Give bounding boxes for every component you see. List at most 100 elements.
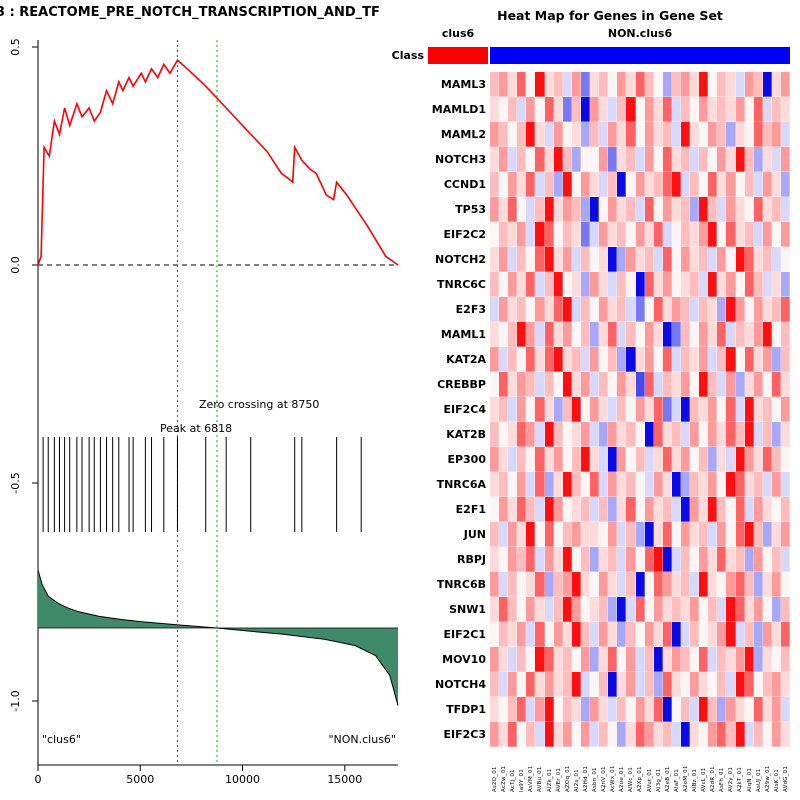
heatmap-cell: [580, 672, 591, 697]
y-tick-label: -0.5: [9, 472, 22, 493]
heatmap-cell: [771, 347, 781, 372]
heatmap-cell: [590, 597, 600, 622]
heatmap-cell: [608, 597, 618, 622]
heatmap-cell: [562, 447, 572, 472]
heatmap-cell: [499, 372, 509, 397]
heatmap-cell: [599, 497, 609, 522]
x-tick-label: 10000: [225, 773, 260, 786]
heatmap-cell: [717, 297, 727, 322]
heatmap-cell: [517, 447, 527, 472]
heatmap-cell: [644, 522, 654, 547]
heatmap-cell: [508, 497, 518, 522]
heatmap-cell: [590, 322, 600, 347]
heatmap-cell: [535, 672, 545, 697]
heatmap-cell: [635, 447, 645, 472]
heatmap-cell: [608, 447, 618, 472]
heatmap-row: [490, 347, 791, 372]
y-tick-label: 0.0: [9, 256, 22, 274]
heatmap-cell: [771, 622, 781, 647]
heatmap-cell: [580, 322, 591, 347]
heatmap-cell: [617, 597, 627, 622]
gene-label: MAML1: [440, 328, 486, 341]
heatmap-cell: [590, 722, 600, 747]
heatmap-cell: [771, 372, 781, 397]
heatmap-cell: [708, 472, 718, 497]
heatmap-cell: [635, 197, 645, 222]
heatmap-cell: [690, 347, 700, 372]
heatmap-cell: [735, 647, 745, 672]
heatmap-cell: [662, 472, 672, 497]
heatmap-cell: [517, 647, 527, 672]
heatmap-cell: [735, 297, 745, 322]
heatmap-cell: [762, 72, 772, 97]
heatmap-cell: [580, 247, 591, 272]
heatmap-cell: [699, 247, 709, 272]
heatmap-cell: [735, 197, 745, 222]
heatmap-cell: [517, 597, 527, 622]
heatmap-cell: [753, 447, 763, 472]
heatmap-cell: [726, 447, 736, 472]
heatmap-cell: [762, 647, 772, 672]
heatmap-cell: [599, 422, 609, 447]
heatmap-cell: [571, 672, 581, 697]
heatmap-cell: [544, 372, 554, 397]
heatmap-cell: [590, 122, 600, 147]
heatmap-cell: [653, 522, 663, 547]
sample-label: AVBu_01: [537, 766, 544, 792]
sample-label: AcWx_01: [610, 765, 617, 792]
heatmap-cell: [599, 597, 609, 622]
heatmap-cell: [517, 347, 527, 372]
heatmap-cell: [490, 222, 500, 247]
heatmap-cell: [562, 597, 572, 622]
heatmap-cell: [690, 522, 700, 547]
heatmap-cell: [653, 722, 663, 747]
heatmap-cell: [580, 97, 591, 122]
heatmap-cell: [753, 297, 763, 322]
heatmap-cell: [599, 297, 609, 322]
heatmap-cell: [499, 297, 509, 322]
heatmap-title: Heat Map for Genes in Gene Set: [497, 8, 723, 23]
heatmap-cell: [762, 672, 772, 697]
heatmap-cell: [617, 622, 627, 647]
heatmap-row: [490, 147, 791, 172]
heatmap-cell: [717, 272, 727, 297]
heatmap-cell: [617, 272, 627, 297]
heatmap-cell: [526, 347, 536, 372]
heatmap-cell: [690, 122, 700, 147]
heatmap-cell: [699, 122, 709, 147]
heatmap-cell: [499, 622, 509, 647]
sample-label: A2Xp_01: [637, 766, 644, 792]
heatmap-cell: [571, 447, 581, 472]
heatmap-cell: [508, 222, 518, 247]
heatmap-cell: [771, 397, 781, 422]
sample-label: Al2s_01: [573, 769, 580, 792]
heatmap-cell: [490, 547, 500, 572]
sample-label: AcTj_01: [510, 769, 517, 792]
heatmap-cell: [680, 497, 691, 522]
heatmap-cell: [781, 247, 791, 272]
heatmap-cell: [535, 547, 545, 572]
heatmap-cell: [708, 272, 718, 297]
heatmap-cell: [708, 97, 718, 122]
heatmap-cell: [726, 247, 736, 272]
heatmap-cell: [590, 97, 600, 122]
heatmap-cell: [753, 672, 763, 697]
heatmap-cell: [571, 322, 581, 347]
heatmap-cell: [781, 397, 791, 422]
heatmap-cell: [562, 547, 572, 572]
heatmap-row: [490, 272, 791, 297]
sample-label: A2eB_01: [664, 766, 671, 792]
heatmap-cell: [744, 297, 754, 322]
heatmap-cell: [690, 172, 700, 197]
heatmap-cell: [499, 272, 509, 297]
gene-label: KAT2A: [446, 353, 486, 366]
heatmap-cell: [626, 322, 636, 347]
heatmap-cell: [626, 422, 636, 447]
heatmap-cell: [608, 647, 618, 672]
heatmap-cell: [608, 722, 618, 747]
heatmap-cell: [544, 172, 554, 197]
heatmap-cell: [699, 147, 709, 172]
heatmap-cell: [644, 272, 654, 297]
heatmap-row: [490, 672, 791, 697]
heatmap-cell: [562, 572, 572, 597]
